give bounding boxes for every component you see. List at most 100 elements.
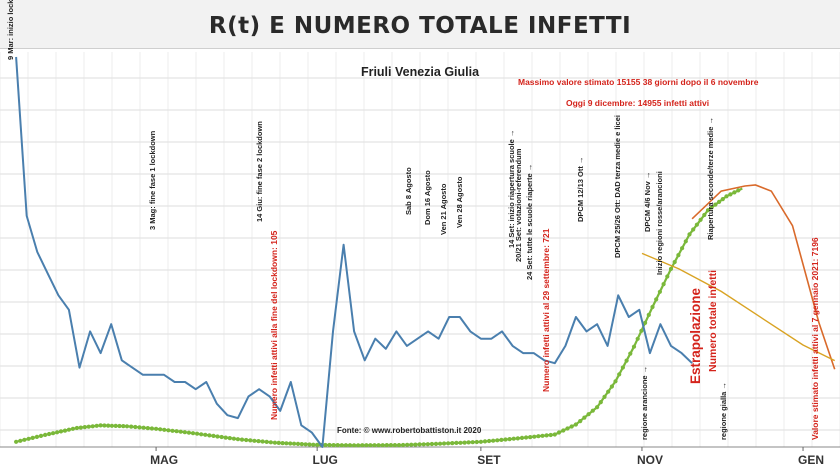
annotation-max-estimate: Massimo valore stimato 15155 38 giorni d…	[518, 77, 759, 87]
infected-point	[90, 424, 95, 429]
svg-text:Dom 16 Agosto: Dom 16 Agosto	[423, 170, 432, 225]
infected-point	[248, 438, 253, 443]
infected-point	[352, 443, 357, 448]
infected-point	[680, 246, 685, 251]
infected-line	[15, 187, 743, 447]
infected-point	[650, 304, 655, 310]
vertical-annotation: 9 Mar: inizio lockdown	[6, 0, 15, 60]
infected-point	[617, 372, 622, 377]
infected-point	[474, 439, 479, 445]
infected-point	[256, 439, 261, 444]
infected-point	[421, 442, 426, 447]
infected-point	[702, 212, 707, 218]
infected-point	[30, 435, 35, 440]
infected-point	[102, 423, 107, 428]
svg-text:Numero totale infetti: Numero totale infetti	[707, 270, 719, 372]
infected-point	[307, 442, 312, 447]
svg-text:Ven 21 Agosto: Ven 21 Agosto	[439, 183, 448, 235]
infected-point	[327, 442, 332, 448]
x-tick-label: GEN	[798, 453, 824, 467]
infected-point	[613, 379, 618, 384]
infected-point	[82, 425, 87, 430]
infected-point	[186, 430, 191, 435]
infected-point	[548, 432, 553, 438]
infected-point	[311, 442, 316, 447]
infected-point	[264, 439, 269, 444]
infected-point	[203, 432, 208, 437]
infected-point	[244, 437, 249, 443]
infected-point	[137, 425, 142, 430]
vertical-annotation: 3 Mag: fine fase 1 lockdown	[148, 130, 157, 230]
infected-point	[717, 199, 722, 204]
infected-point	[66, 427, 71, 432]
infected-point	[661, 282, 666, 287]
infected-point	[372, 443, 377, 448]
infected-point	[22, 437, 27, 442]
x-axis-ticks: MAG LUG SET NOV GEN	[150, 447, 824, 467]
vertical-annotation: Numero infetti attivi al 29 settembre: 7…	[541, 228, 551, 392]
infected-point	[561, 428, 566, 433]
infected-point	[654, 297, 659, 302]
infected-point	[106, 423, 111, 428]
infected-point	[215, 434, 220, 439]
infected-point	[26, 436, 31, 441]
infected-point	[578, 419, 583, 424]
infected-point	[376, 443, 381, 448]
x-tick-label: NOV	[637, 453, 663, 467]
infected-point	[694, 222, 700, 227]
infected-point	[425, 442, 430, 447]
infected-point	[239, 437, 245, 442]
infected-point	[646, 312, 651, 317]
vertical-annotation: 24 Set: tutte le scuole riaperte →	[525, 164, 534, 280]
vertical-annotation: Numero infetti attivi alla fine del lock…	[269, 230, 279, 420]
infected-point	[602, 394, 607, 399]
infected-point	[380, 443, 385, 448]
infected-point	[482, 439, 488, 444]
infected-point	[438, 441, 443, 446]
svg-text:DPCM 12/13 Ott →: DPCM 12/13 Ott →	[576, 157, 585, 222]
header-bar: R(t) E NUMERO TOTALE INFETTI	[0, 0, 840, 49]
annotation-total-infected: Numero totale infetti	[707, 270, 719, 372]
infected-point	[499, 437, 504, 442]
infected-point	[51, 431, 56, 436]
infected-point	[280, 441, 285, 446]
svg-text:Sab 8 Agosto: Sab 8 Agosto	[404, 167, 413, 215]
infected-point	[724, 194, 729, 199]
infected-point	[433, 441, 439, 446]
infected-point	[94, 423, 99, 428]
infected-point	[532, 434, 537, 439]
infected-point	[413, 442, 418, 447]
infected-point	[495, 438, 500, 443]
infected-point	[388, 443, 393, 448]
infected-point	[47, 431, 52, 437]
infected-point	[323, 442, 328, 448]
infected-series	[14, 187, 743, 448]
infected-point	[417, 442, 422, 447]
infected-point	[268, 440, 273, 445]
infected-point	[668, 266, 674, 271]
infected-point	[364, 443, 369, 448]
infected-point	[478, 439, 483, 444]
infected-point	[565, 426, 570, 431]
infected-point	[43, 432, 48, 437]
infected-point	[284, 441, 289, 446]
infected-point	[683, 239, 688, 244]
infected-point	[736, 188, 741, 193]
vertical-annotation: DPCM 4/6 Nov →	[643, 172, 652, 232]
infected-point	[347, 443, 353, 448]
infected-point	[78, 425, 83, 430]
infected-point	[339, 443, 344, 448]
infected-point	[582, 415, 587, 420]
infected-point	[720, 197, 725, 202]
infected-point	[288, 441, 293, 446]
infected-point	[698, 217, 703, 222]
infected-point	[515, 436, 520, 441]
infected-point	[109, 423, 114, 428]
infected-point	[55, 430, 60, 435]
extrapolation-series	[641, 184, 836, 370]
infected-point	[657, 289, 663, 294]
infected-point	[195, 431, 200, 436]
infected-point	[639, 328, 644, 333]
annotation-today: Oggi 9 dicembre: 14955 infetti attivi	[566, 98, 709, 108]
